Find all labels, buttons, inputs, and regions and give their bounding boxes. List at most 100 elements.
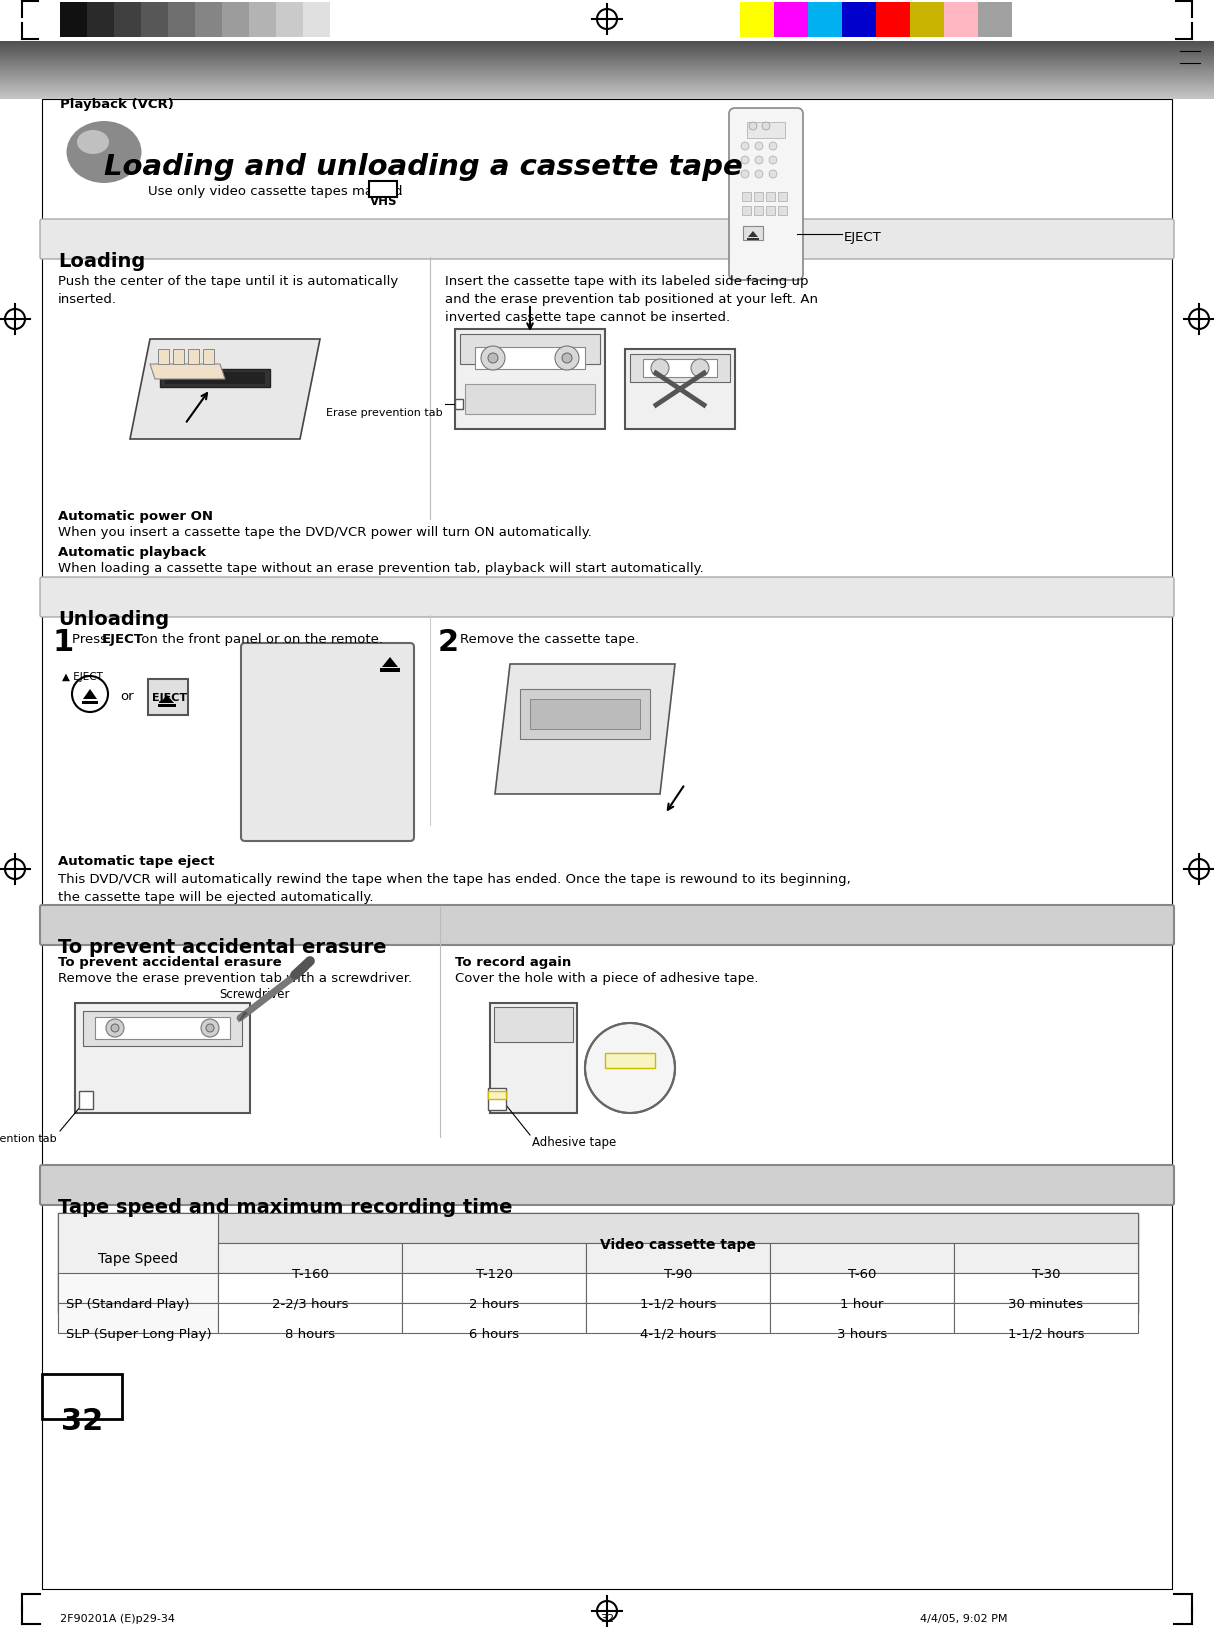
Bar bbox=[455, 399, 463, 409]
Bar bbox=[741, 3, 775, 37]
Text: Playback (VCR): Playback (VCR) bbox=[59, 98, 174, 111]
Bar bbox=[531, 699, 640, 730]
Bar bbox=[141, 3, 168, 37]
Bar bbox=[0, 0, 1214, 42]
Text: Use only video cassette tapes marked: Use only video cassette tapes marked bbox=[148, 184, 407, 197]
Text: Adhesive tape: Adhesive tape bbox=[532, 1136, 617, 1148]
Text: To prevent accidental erasure: To prevent accidental erasure bbox=[58, 955, 282, 968]
Bar bbox=[843, 3, 877, 37]
Text: Tape speed and maximum recording time: Tape speed and maximum recording time bbox=[58, 1198, 512, 1216]
Text: 2: 2 bbox=[438, 628, 459, 657]
Bar bbox=[743, 227, 764, 241]
Bar bbox=[770, 1304, 954, 1333]
Bar bbox=[625, 350, 734, 430]
Bar bbox=[402, 1304, 586, 1333]
Bar bbox=[775, 3, 809, 37]
Bar bbox=[165, 373, 265, 385]
Bar bbox=[954, 1273, 1138, 1304]
Circle shape bbox=[755, 156, 764, 165]
Ellipse shape bbox=[76, 130, 109, 155]
Bar bbox=[58, 1304, 219, 1333]
Polygon shape bbox=[238, 1011, 248, 1024]
Text: the cassette tape will be ejected automatically.: the cassette tape will be ejected automa… bbox=[58, 890, 374, 903]
Bar bbox=[605, 1053, 656, 1068]
Bar bbox=[158, 704, 176, 707]
Text: 6 hours: 6 hours bbox=[469, 1327, 520, 1340]
Text: 2F90201A (E)p29-34: 2F90201A (E)p29-34 bbox=[59, 1614, 175, 1623]
Bar bbox=[402, 1273, 586, 1304]
Bar bbox=[944, 3, 978, 37]
Text: Cover the hole with a piece of adhesive tape.: Cover the hole with a piece of adhesive … bbox=[455, 971, 759, 985]
Bar bbox=[978, 3, 1012, 37]
Text: Automatic power ON: Automatic power ON bbox=[58, 510, 212, 523]
Text: Automatic playback: Automatic playback bbox=[58, 546, 206, 559]
Bar bbox=[770, 1244, 954, 1273]
Bar bbox=[809, 3, 843, 37]
Polygon shape bbox=[151, 365, 225, 380]
Bar bbox=[304, 3, 330, 37]
Text: 1-1/2 hours: 1-1/2 hours bbox=[1008, 1327, 1084, 1340]
Text: inserted.: inserted. bbox=[58, 293, 117, 306]
Bar bbox=[59, 3, 87, 37]
Bar bbox=[954, 1244, 1138, 1273]
Text: Unloading: Unloading bbox=[58, 610, 169, 629]
Bar bbox=[494, 1007, 573, 1042]
Polygon shape bbox=[188, 350, 199, 365]
Circle shape bbox=[110, 1024, 119, 1032]
Text: T-120: T-120 bbox=[476, 1267, 512, 1280]
Bar bbox=[520, 689, 649, 740]
Bar bbox=[83, 1011, 242, 1046]
Bar bbox=[75, 1004, 250, 1113]
Text: and the erase prevention tab positioned at your left. An: and the erase prevention tab positioned … bbox=[446, 293, 818, 306]
Circle shape bbox=[768, 156, 777, 165]
Text: 3 hours: 3 hours bbox=[836, 1327, 887, 1340]
Bar bbox=[87, 3, 114, 37]
Bar bbox=[754, 192, 764, 202]
Polygon shape bbox=[160, 696, 174, 704]
Bar bbox=[643, 360, 717, 378]
Bar bbox=[79, 1092, 93, 1110]
Bar bbox=[58, 1213, 1138, 1314]
Text: T-60: T-60 bbox=[847, 1267, 877, 1280]
Text: T-160: T-160 bbox=[291, 1267, 329, 1280]
Bar bbox=[747, 240, 759, 241]
Bar bbox=[455, 329, 605, 430]
Polygon shape bbox=[203, 350, 214, 365]
Bar bbox=[114, 3, 141, 37]
Text: Erase prevention tab: Erase prevention tab bbox=[327, 408, 443, 417]
Circle shape bbox=[585, 1024, 675, 1113]
Text: Insert the cassette tape with its labeled side facing up: Insert the cassette tape with its labele… bbox=[446, 275, 809, 289]
Text: T-30: T-30 bbox=[1032, 1267, 1060, 1280]
Circle shape bbox=[741, 143, 749, 152]
Circle shape bbox=[741, 156, 749, 165]
Bar bbox=[465, 385, 595, 414]
Bar bbox=[954, 1304, 1138, 1333]
Text: Remove the cassette tape.: Remove the cassette tape. bbox=[460, 632, 639, 645]
Bar bbox=[249, 3, 276, 37]
Bar bbox=[877, 3, 910, 37]
Bar bbox=[160, 370, 270, 388]
Text: T-90: T-90 bbox=[664, 1267, 692, 1280]
Bar bbox=[380, 668, 399, 673]
Bar bbox=[460, 334, 600, 365]
Ellipse shape bbox=[67, 122, 142, 184]
Bar bbox=[778, 192, 787, 202]
Circle shape bbox=[768, 171, 777, 179]
Circle shape bbox=[741, 171, 749, 179]
Text: 1: 1 bbox=[52, 628, 73, 657]
Bar bbox=[42, 1374, 121, 1420]
Bar bbox=[475, 347, 585, 370]
Circle shape bbox=[202, 1019, 219, 1037]
Text: ▲ EJECT: ▲ EJECT bbox=[62, 672, 103, 681]
Circle shape bbox=[762, 122, 770, 130]
Circle shape bbox=[651, 360, 669, 378]
Circle shape bbox=[206, 1024, 214, 1032]
Bar bbox=[148, 680, 188, 716]
Text: EJECT: EJECT bbox=[102, 632, 144, 645]
Text: or: or bbox=[120, 689, 134, 703]
Circle shape bbox=[691, 360, 709, 378]
Text: Automatic tape eject: Automatic tape eject bbox=[58, 854, 215, 867]
Polygon shape bbox=[495, 665, 675, 794]
Polygon shape bbox=[130, 339, 320, 440]
Text: VHS: VHS bbox=[370, 196, 397, 209]
